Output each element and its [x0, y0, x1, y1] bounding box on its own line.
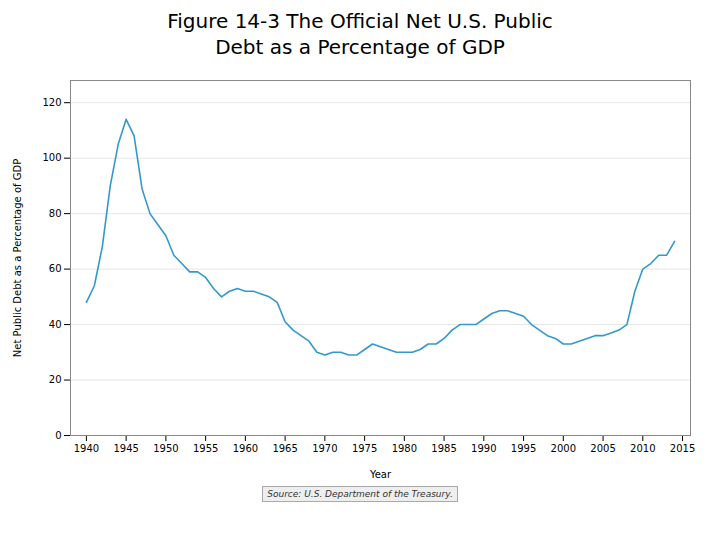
svg-text:1945: 1945 — [113, 443, 138, 454]
svg-text:Year: Year — [369, 469, 392, 480]
svg-text:1940: 1940 — [74, 443, 99, 454]
svg-text:1985: 1985 — [431, 443, 456, 454]
html-text:Debt as a Percentage of GDP: Debt as a Percentage of GDP — [215, 35, 505, 59]
html-text:Source: U.S. Department of the: Source: U.S. Department of the Treasury. — [267, 489, 453, 499]
svg-text:0: 0 — [55, 430, 61, 441]
svg-text:120: 120 — [42, 97, 61, 108]
svg-text:40: 40 — [49, 319, 62, 330]
svg-text:1965: 1965 — [272, 443, 297, 454]
svg-text:1960: 1960 — [233, 443, 258, 454]
svg-text:2015: 2015 — [670, 443, 695, 454]
svg-text:2000: 2000 — [551, 443, 576, 454]
svg-text:60: 60 — [49, 263, 62, 274]
svg-text:80: 80 — [49, 208, 62, 219]
svg-text:1980: 1980 — [392, 443, 417, 454]
html-text:Figure 14-3 The Official Net U: Figure 14-3 The Official Net U.S. Public — [167, 9, 553, 33]
svg-text:1975: 1975 — [352, 443, 377, 454]
svg-text:2005: 2005 — [590, 443, 615, 454]
svg-text:1995: 1995 — [511, 443, 536, 454]
svg-text:1955: 1955 — [193, 443, 218, 454]
svg-text:Net Public Debt as a Percentag: Net Public Debt as a Percentage of GDP — [12, 159, 23, 357]
svg-text:20: 20 — [49, 374, 62, 385]
svg-text:2010: 2010 — [630, 443, 655, 454]
svg-text:1990: 1990 — [471, 443, 496, 454]
svg-text:1950: 1950 — [153, 443, 178, 454]
svg-text:100: 100 — [42, 152, 61, 163]
svg-text:1970: 1970 — [312, 443, 337, 454]
